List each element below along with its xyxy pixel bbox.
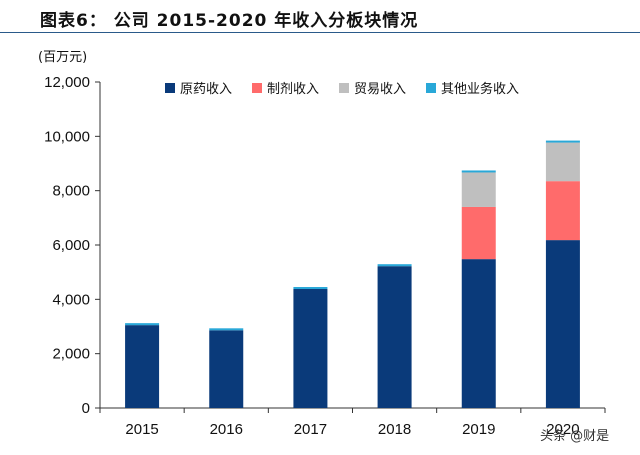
y-tick-label: 6,000 (52, 237, 90, 254)
x-tick-label: 2016 (210, 421, 243, 438)
y-axis-unit-label: (百万元) (38, 50, 88, 65)
y-tick-label: 4,000 (52, 291, 90, 308)
watermark: 头条 @财是 (540, 429, 610, 444)
bar-segment-2016-1 (209, 330, 244, 408)
x-tick-label: 2018 (378, 421, 411, 438)
legend-label-other: 其他业务收入 (441, 82, 520, 97)
legend-swatch-api (165, 82, 175, 93)
chart-legend: 原药收入 制剂收入 贸易收入 其他业务收入 (165, 78, 519, 97)
bar-segment-2019-1 (461, 259, 496, 408)
bar-segment-2018-4 (377, 264, 412, 267)
bar-segment-2016-4 (209, 328, 244, 331)
bar-segment-2020-4 (545, 140, 580, 143)
bar-segment-2018-1 (377, 266, 412, 408)
x-tick-label: 2015 (125, 421, 158, 438)
legend-label-api: 原药收入 (180, 82, 233, 97)
legend-swatch-trade (339, 82, 350, 93)
legend-swatch-other (426, 82, 437, 93)
y-tick-label: 8,000 (52, 183, 90, 200)
bar-segment-2015-4 (125, 323, 160, 326)
bar-segment-2017-4 (293, 287, 328, 290)
bar-segment-2020-3 (545, 142, 580, 182)
legend-label-trade: 贸易收入 (354, 82, 407, 97)
legend-item-trade: 贸易收入 (339, 78, 406, 97)
x-tick-label: 2019 (462, 421, 495, 438)
legend-item-formulation: 制剂收入 (252, 78, 319, 97)
bar-segment-2019-3 (461, 172, 496, 207)
bar-segment-2020-1 (545, 240, 580, 408)
legend-item-api: 原药收入 (165, 78, 232, 97)
y-tick-label: 10,000 (44, 128, 90, 145)
bar-segment-2020-2 (545, 181, 580, 241)
title-divider (0, 32, 640, 33)
chart-title-bar: 图表6： 公司 2015-2020 年收入分板块情况 (0, 0, 640, 31)
bar-segment-2017-1 (293, 289, 328, 408)
chart-title: 图表6： 公司 2015-2020 年收入分板块情况 (40, 11, 419, 31)
bar-segment-2019-2 (461, 206, 496, 260)
x-tick-label: 2020 (546, 421, 579, 438)
y-tick-label: 12,000 (44, 74, 90, 91)
legend-swatch-formulation (252, 82, 263, 93)
y-tick-label: 0 (82, 400, 90, 417)
legend-label-formulation: 制剂收入 (267, 82, 320, 97)
legend-item-other: 其他业务收入 (426, 78, 519, 97)
bar-segment-2015-1 (125, 325, 160, 408)
y-tick-label: 2,000 (52, 346, 90, 363)
bar-segment-2019-4 (461, 170, 496, 173)
x-tick-label: 2017 (294, 421, 327, 438)
